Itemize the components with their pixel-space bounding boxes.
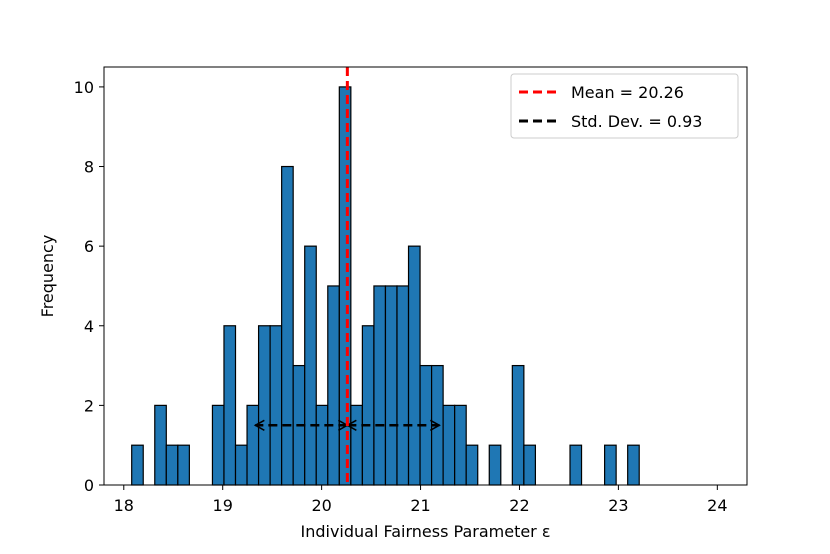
y-tick-label: 6: [84, 237, 94, 256]
legend-label-mean: Mean = 20.26: [571, 83, 684, 102]
std-dev-arrowhead: [429, 419, 441, 431]
y-tick-label: 4: [84, 317, 94, 336]
histogram-bar: [569, 444, 583, 486]
histogram-bar: [465, 444, 479, 486]
y-axis-label: Frequency: [38, 235, 57, 318]
plot-frame: [103, 66, 748, 486]
histogram-bar: [396, 285, 410, 486]
histogram-bar: [373, 285, 387, 486]
legend-box: [510, 73, 739, 139]
x-axis-ticks: 18 19 20 21 22 23 24: [114, 485, 728, 515]
histogram-bar: [384, 285, 398, 486]
histogram-bar: [257, 325, 271, 486]
histogram-bar: [246, 404, 260, 486]
histogram-bar: [523, 444, 537, 486]
histogram-bar: [361, 325, 375, 486]
x-tick-label: 20: [311, 496, 331, 515]
histogram-bar: [154, 404, 167, 486]
x-tick-label: 19: [213, 496, 233, 515]
histogram-bar: [604, 444, 617, 486]
histogram-bar: [511, 364, 525, 486]
histogram-bar: [177, 444, 190, 486]
histogram-bar: [407, 245, 421, 486]
histogram-bar: [269, 325, 283, 486]
histogram-bar: [234, 444, 248, 486]
histogram-bar: [211, 404, 225, 486]
histogram-bar: [350, 404, 363, 486]
histogram-bar: [281, 165, 294, 486]
x-tick-label: 24: [707, 496, 727, 515]
histogram-bar: [488, 444, 502, 486]
histogram-bar: [304, 245, 317, 486]
histogram-bar: [315, 404, 329, 486]
legend-label-std-dev: Std. Dev. = 0.93: [571, 112, 702, 131]
histogram-bar: [627, 444, 640, 486]
x-tick-label: 21: [410, 496, 430, 515]
y-tick-label: 10: [74, 78, 94, 97]
y-axis-ticks: 0 2 4 6 8 10: [74, 78, 104, 495]
histogram-bar: [327, 285, 340, 486]
y-tick-label: 8: [84, 158, 94, 177]
y-tick-label: 0: [84, 476, 94, 495]
legend: Mean = 20.26 Std. Dev. = 0.93: [510, 73, 739, 139]
histogram-bar: [165, 444, 179, 486]
histogram-bar: [442, 404, 456, 486]
std-dev-arrowhead: [253, 419, 265, 431]
histogram-bars: [131, 86, 640, 486]
x-tick-label: 23: [608, 496, 628, 515]
x-tick-label: 18: [114, 496, 134, 515]
histogram-bar: [131, 444, 144, 486]
histogram-bar: [223, 325, 237, 486]
x-tick-label: 22: [509, 496, 529, 515]
histogram-bar: [454, 404, 467, 486]
y-tick-label: 2: [84, 396, 94, 415]
x-axis-label: Individual Fairness Parameter ε: [300, 522, 550, 541]
